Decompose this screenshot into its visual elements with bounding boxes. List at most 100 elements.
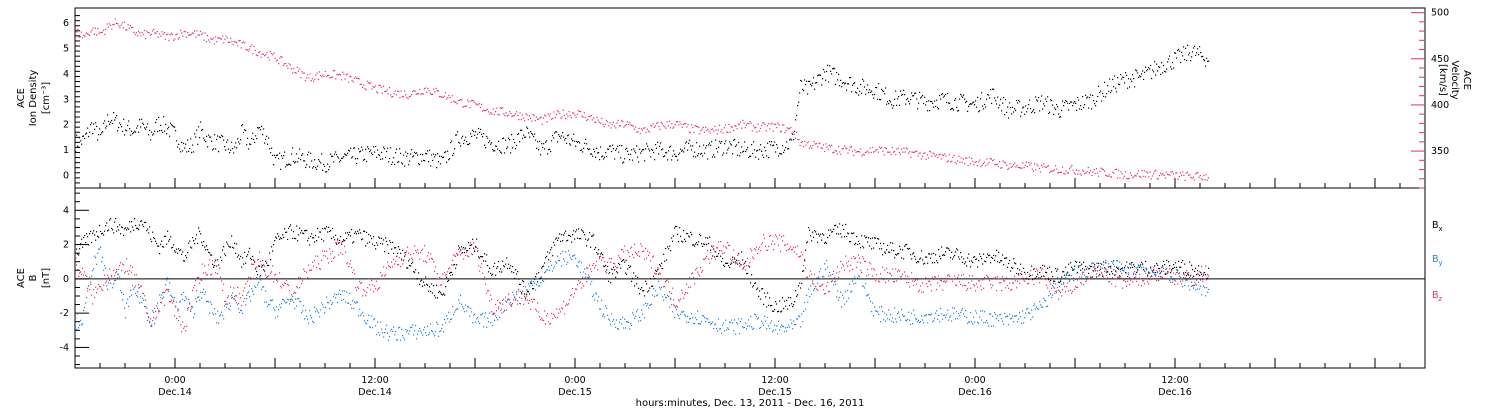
data-point [965, 310, 966, 311]
data-point [482, 256, 483, 257]
data-point [243, 264, 244, 265]
data-point [201, 280, 202, 281]
data-point [304, 73, 305, 74]
data-point [831, 73, 832, 74]
data-point [1137, 72, 1138, 73]
data-point [737, 128, 738, 129]
data-point [591, 153, 592, 154]
data-point [687, 233, 688, 234]
data-point [883, 243, 884, 244]
data-point [933, 153, 934, 154]
data-point [118, 127, 119, 128]
data-point [484, 253, 485, 254]
data-point [1080, 270, 1081, 271]
data-point [518, 289, 519, 290]
data-point [747, 273, 748, 274]
data-point [81, 32, 82, 33]
data-point [503, 311, 504, 312]
data-point [373, 291, 374, 292]
data-point [553, 111, 554, 112]
data-point [652, 150, 653, 151]
data-point [618, 263, 619, 264]
data-point [382, 243, 383, 244]
data-point [330, 253, 331, 254]
data-point [966, 317, 967, 318]
data-point [168, 127, 169, 128]
data-point [678, 154, 679, 155]
data-point [1027, 272, 1028, 273]
data-point [390, 330, 391, 331]
data-point [765, 124, 766, 125]
data-point [1000, 99, 1001, 100]
data-point [205, 272, 206, 273]
data-point [188, 299, 189, 300]
data-point [515, 113, 516, 114]
data-point [369, 284, 370, 285]
data-point [619, 145, 620, 146]
data-point [838, 146, 839, 147]
data-point [537, 281, 538, 282]
data-point [563, 234, 564, 235]
data-point [343, 241, 344, 242]
data-point [983, 108, 984, 109]
data-point [859, 91, 860, 92]
data-point [924, 263, 925, 264]
data-point [1089, 265, 1090, 266]
data-point [573, 134, 574, 135]
data-point [206, 245, 207, 246]
data-point [131, 131, 132, 132]
data-point [266, 301, 267, 302]
data-point [138, 132, 139, 133]
data-point [764, 293, 765, 294]
data-point [433, 154, 434, 155]
data-point [497, 266, 498, 267]
data-point [789, 128, 790, 129]
data-point [97, 288, 98, 289]
data-point [204, 246, 205, 247]
data-point [1023, 107, 1024, 108]
data-point [562, 251, 563, 252]
data-point [893, 250, 894, 251]
data-point [1002, 321, 1003, 322]
data-point [238, 309, 239, 310]
data-point [907, 148, 908, 149]
data-point [677, 160, 678, 161]
data-point [231, 41, 232, 42]
data-point [170, 301, 171, 302]
data-point [859, 243, 860, 244]
data-point [846, 90, 847, 91]
data-point [1208, 61, 1209, 62]
data-point [182, 321, 183, 322]
data-point [418, 253, 419, 254]
data-point [215, 260, 216, 261]
data-point [917, 321, 918, 322]
data-point [118, 25, 119, 26]
data-point [137, 125, 138, 126]
data-point [220, 38, 221, 39]
data-point [696, 126, 697, 127]
data-point [1028, 104, 1029, 105]
data-point [506, 257, 507, 258]
data-point [1202, 281, 1203, 282]
data-point [88, 136, 89, 137]
data-point [131, 27, 132, 28]
data-point [869, 297, 870, 298]
data-point [164, 131, 165, 132]
data-point [399, 257, 400, 258]
data-point [296, 306, 297, 307]
data-point [153, 317, 154, 318]
data-point [1036, 307, 1037, 308]
data-point [240, 297, 241, 298]
data-point [415, 325, 416, 326]
data-point [1000, 314, 1001, 315]
data-point [156, 317, 157, 318]
data-point [84, 138, 85, 139]
data-point [326, 171, 327, 172]
data-point [982, 310, 983, 311]
data-point [681, 124, 682, 125]
data-point [646, 132, 647, 133]
data-point [733, 262, 734, 263]
data-point [1079, 108, 1080, 109]
data-point [473, 248, 474, 249]
data-point [1163, 261, 1164, 262]
